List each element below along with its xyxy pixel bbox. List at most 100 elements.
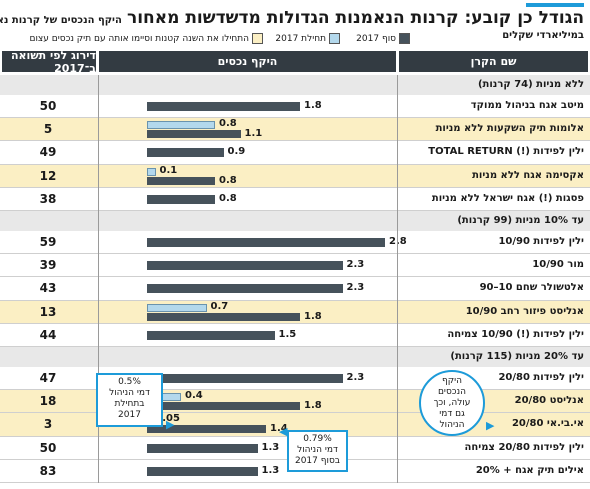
bar-end-2017 [147,330,275,340]
callout-start-fee-line: 0.5% [118,377,141,387]
legend-end-label: סוף 2017 [356,33,396,44]
row-divider [0,276,590,278]
bar-end-2017 [147,284,343,294]
fund-rank: 5 [43,122,53,137]
fund-row: ילין לפידות 10/90 59 2.8 [0,231,590,254]
header-assets: היקף נכסים [99,51,396,72]
fund-name: ילין לפידות (!) TOTAL RETURN [428,146,584,158]
bar-end-2017 [147,102,300,111]
row-divider [0,322,590,324]
row-divider [0,346,590,347]
fund-name: ילין לפידות 10/90 [498,236,584,247]
circle-line: הנכסים [437,387,467,397]
bar-end-label: 2.3 [346,259,365,271]
column-gridline [98,75,99,483]
row-divider [0,412,590,414]
row-divider [0,163,590,165]
fund-name: מור 10/90 [532,259,584,271]
fund-name: מיטב אגח בניהול ממוקד [470,100,584,111]
fund-rank: 43 [39,281,57,296]
fund-name: ילין לפידות 20/80 צמיחה [464,441,584,453]
fund-rank: 39 [39,258,57,273]
legend-start: תחילת 2017 [275,33,340,44]
fund-row: מיטב אגח בניהול ממוקד 50 1.8 [0,95,590,118]
fund-row: ילין לפידות (!) 10/90 צמיחה 44 1.5 [0,324,590,347]
fund-name: אנליסט פיזור רחב 10/90 [465,305,584,317]
fund-row: אנליסט 20/80 18 0.4 1.8 [0,390,590,414]
bar-end-label: 1.3 [261,464,280,476]
bar-start-label: 0.4 [185,390,203,402]
fund-row: פסגות (!) אגח ישראל ללא מניות 38 0.8 [0,188,590,211]
bar-end-2017 [147,466,258,476]
row-divider [0,117,590,119]
legend-end-swatch [399,33,410,44]
bar-end-2017 [147,238,385,247]
section-label: עד 10% מניות (99 קרנות) [457,215,584,226]
bar-end-label: 1.8 [304,100,322,111]
bar-end-2017 [147,443,258,453]
bar-start-label: 0.1 [159,164,178,176]
fund-name: פסגות (!) אגח ישראל ללא מניות [431,192,584,204]
circle-line: גם דמי [439,409,465,419]
bar-end-label: 0.9 [227,146,246,158]
fund-rank: 38 [39,191,57,206]
fund-name: אקסימה אגח ללא מניות [472,169,584,181]
callout-end-fee-line: דמי הניהול [297,445,338,455]
bar-start-2017 [147,303,207,312]
section-header: עד 10% מניות (99 קרנות) [0,211,590,231]
header-rank: דירוג לפי תשואה ב־2017 [2,49,96,75]
fund-rank: 50 [39,440,57,455]
bar-end-2017 [147,312,300,321]
fund-name: ילין לפידות 20/80 [498,372,584,383]
bar-end-label: 1.8 [304,400,322,412]
fund-row: אלומות תיק השקעות ללא מניות 5 0.8 1.1 [0,118,590,142]
bar-end-label: 1.5 [278,328,297,340]
bar-end-2017 [147,425,266,434]
title-main: הגודל כן קובע: קרנות הנאמנות הגדולות מדש… [126,8,584,28]
bar-start-label: 0.8 [219,118,237,130]
fund-rank: 59 [39,235,57,249]
fund-rank: 49 [39,145,57,160]
callout-circle: היקף הנכסים עולה, וכך גם דמי הניהול [419,370,485,436]
bar-end-label: 2.3 [346,282,365,294]
row-divider [0,186,590,188]
legend-note-swatch [252,33,263,44]
fund-row: ילין לפידות (!) TOTAL RETURN 49 0.9 [0,141,590,164]
callout-end-fee: 0.79% דמי הניהול בסוף 2017 [287,430,348,472]
callout-start-fee-line: בתחילת [114,399,145,409]
arrow-icon: ▶ [166,418,175,431]
legend-note-label: התחילו את השנה קטנות וסיימו אותה עם תיק … [29,33,249,44]
row-divider [0,210,590,211]
section-label: ללא מניות (74 קרנות) [477,79,584,90]
circle-line: עולה, וכך [433,398,471,408]
bar-end-label: 0.8 [219,192,237,204]
fund-row: מור 10/90 39 2.3 [0,254,590,277]
fund-row: אקסימה אגח ללא מניות 12 0.1 0.8 [0,164,590,188]
row-divider [0,389,590,391]
fund-name: אילים תיק אגח + 20% [475,464,584,476]
fund-row: אנליסט פיזור רחב 10/90 13 0.7 1.8 [0,300,590,324]
bar-start-2017 [147,121,215,130]
bar-start-label: 0.05 [155,413,180,425]
callout-end-fee-line: בסוף 2017 [294,456,341,466]
bar-end-label: 1.8 [304,310,322,322]
fund-name: אנליסט 20/80 [514,395,584,407]
fund-row: ילין לפידות 20/80 צמיחה 50 1.3 [0,437,590,460]
fund-name: ילין לפידות (!) 10/90 צמיחה [447,328,584,340]
fund-name: אי.בי.אי 20/80 [511,418,584,430]
title-sub: היקף הנכסים של קרנות נאמנות, [0,15,122,26]
callout-start-fee: 0.5% דמי הניהול בתחילת 2017 [96,373,163,427]
accent-bar [526,3,584,7]
fund-name: אלומות תיק השקעות ללא מניות [435,123,584,135]
legend: סוף 2017 תחילת 2017 התחילו את השנה קטנות… [2,33,410,47]
fund-row: ילין לפידות 20/80 47 2.3 [0,367,590,390]
row-divider [0,140,590,142]
column-gridline [397,75,398,483]
callout-start-fee-line: 2017 [118,410,141,420]
bar-end-2017 [147,176,215,185]
bar-start-label: 0.7 [210,300,229,312]
bar-end-label: 2.3 [346,372,365,383]
header-name: שם הקרן [399,51,588,72]
section-header: עד 20% מניות (115 קרנות) [0,347,590,367]
row-divider [0,299,590,301]
